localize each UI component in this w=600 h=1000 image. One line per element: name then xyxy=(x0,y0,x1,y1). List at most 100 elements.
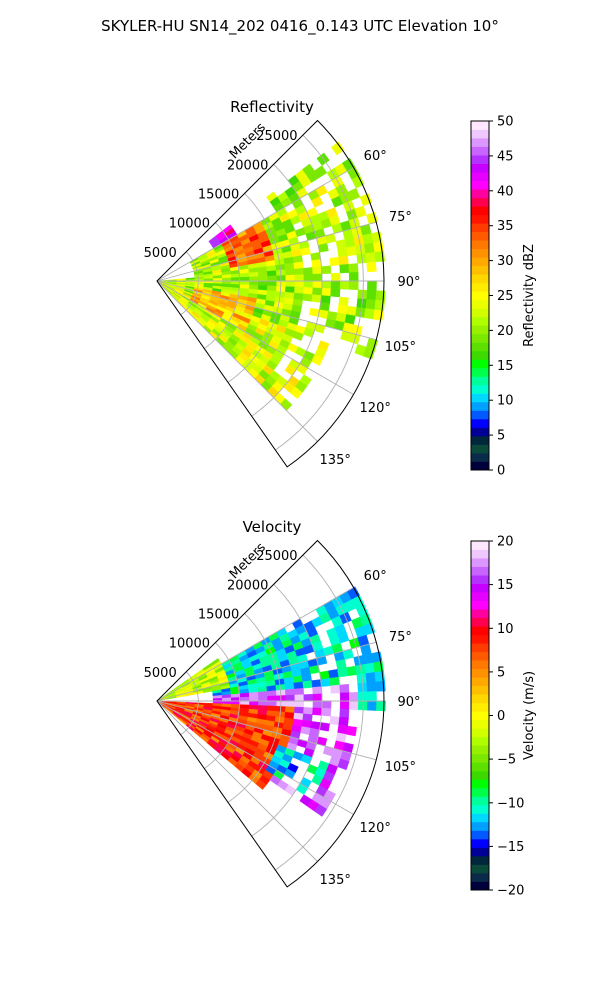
field-gate xyxy=(221,694,232,699)
colorbar-swatch xyxy=(471,864,489,874)
field-gate xyxy=(312,686,323,695)
field-gate xyxy=(319,722,330,732)
colorbar-swatch xyxy=(471,231,489,241)
colorbar-swatch xyxy=(471,180,489,190)
field-gate xyxy=(240,280,250,286)
field-gate xyxy=(330,280,341,290)
field-gate xyxy=(364,308,375,320)
colorbar-swatch xyxy=(471,787,489,797)
field-gate xyxy=(311,294,322,303)
field-gate xyxy=(321,265,332,275)
field-gate xyxy=(284,262,295,271)
colorbar-tick-label: −20 xyxy=(497,884,524,899)
radial-tick-label: 5000 xyxy=(144,246,177,261)
radial-tick-label: 20000 xyxy=(227,578,268,593)
colorbar-swatch xyxy=(471,685,489,695)
field-gate xyxy=(293,261,304,270)
radial-tick-label: 5000 xyxy=(144,666,177,681)
field-gate xyxy=(230,697,241,702)
azimuth-tick-label: 120° xyxy=(360,821,391,836)
field-gate xyxy=(359,193,373,207)
colorbar-swatch xyxy=(471,172,489,181)
colorbar-swatch xyxy=(471,677,489,687)
field-gate xyxy=(337,667,348,678)
field-gate xyxy=(346,245,357,257)
colorbar-swatch xyxy=(471,753,489,763)
colorbar-swatch xyxy=(471,316,489,326)
colorbar-swatch xyxy=(471,626,489,636)
colorbar-swatch xyxy=(471,813,489,823)
field-gate xyxy=(294,706,305,715)
field-gate xyxy=(221,274,232,279)
field-gate xyxy=(285,268,295,276)
colorbar-swatch xyxy=(471,592,489,601)
field-gate xyxy=(230,700,241,705)
field-gate xyxy=(365,252,376,263)
colorbar-swatch xyxy=(471,541,489,550)
reflectivity-field xyxy=(157,141,386,411)
colorbar-tick-label: 40 xyxy=(497,184,514,199)
field-gate xyxy=(285,688,295,696)
field-gate xyxy=(312,273,323,282)
field-gate xyxy=(321,287,332,297)
field-gate xyxy=(266,265,277,272)
field-gate xyxy=(285,274,296,282)
colorbar-tick-label: 45 xyxy=(497,149,514,164)
azimuth-tick-label: 105° xyxy=(385,340,416,355)
colorbar-swatch xyxy=(471,444,489,454)
field-gate xyxy=(285,694,296,702)
colorbar-swatch xyxy=(471,847,489,857)
field-gate xyxy=(249,700,259,706)
field-gate xyxy=(303,707,314,715)
velocity-colorbar: −20 −15 −10 −5 0 5 10 15 20 Velocity (m/s) xyxy=(470,535,537,899)
colorbar-swatch xyxy=(471,223,489,233)
azimuth-spoke xyxy=(156,587,354,702)
field-gate xyxy=(363,346,376,360)
azimuth-tick-label: 75° xyxy=(389,630,412,645)
colorbar-swatch xyxy=(471,838,489,848)
field-gate xyxy=(329,256,340,267)
field-gate xyxy=(339,700,350,710)
azimuth-spoke xyxy=(156,280,377,341)
colorbar-swatch xyxy=(471,435,489,445)
colorbar-swatch xyxy=(471,248,489,258)
field-gate xyxy=(267,700,277,707)
colorbar-swatch xyxy=(471,418,489,428)
colorbar-swatch xyxy=(471,855,489,865)
field-gate xyxy=(258,700,268,707)
field-gate xyxy=(292,331,304,341)
range-ring xyxy=(180,671,199,736)
field-gate xyxy=(348,280,359,291)
field-gate xyxy=(367,691,377,702)
field-gate xyxy=(311,679,322,688)
colorbar-swatch xyxy=(471,291,489,301)
colorbar-tick-label: 35 xyxy=(497,219,514,234)
field-gate xyxy=(266,690,277,697)
range-ring xyxy=(251,583,323,837)
range-ring xyxy=(251,163,323,417)
colorbar-swatch xyxy=(471,694,489,704)
range-ring xyxy=(180,251,199,316)
field-gate xyxy=(302,680,313,689)
colorbar-swatch xyxy=(471,779,489,789)
range-ring xyxy=(275,554,364,871)
velocity-polar-grid xyxy=(156,539,385,888)
field-gate xyxy=(285,280,296,288)
colorbar-swatch xyxy=(471,770,489,780)
azimuth-tick-label: 60° xyxy=(364,149,387,164)
field-gate xyxy=(303,273,314,282)
field-gate xyxy=(266,270,277,277)
colorbar-swatch xyxy=(471,240,489,250)
field-gate xyxy=(290,386,303,400)
velocity-title: Velocity xyxy=(243,518,302,536)
field-gate xyxy=(294,694,305,702)
colorbar-swatch xyxy=(471,575,489,584)
field-gate xyxy=(338,716,349,727)
colorbar-swatch xyxy=(471,265,489,275)
radial-tick-label: 15000 xyxy=(198,187,239,202)
colorbar-swatch xyxy=(471,410,489,420)
colorbar-tick-label: 15 xyxy=(497,578,514,593)
colorbar-swatch xyxy=(471,617,489,627)
field-gate xyxy=(310,252,321,261)
field-gate xyxy=(339,280,350,290)
